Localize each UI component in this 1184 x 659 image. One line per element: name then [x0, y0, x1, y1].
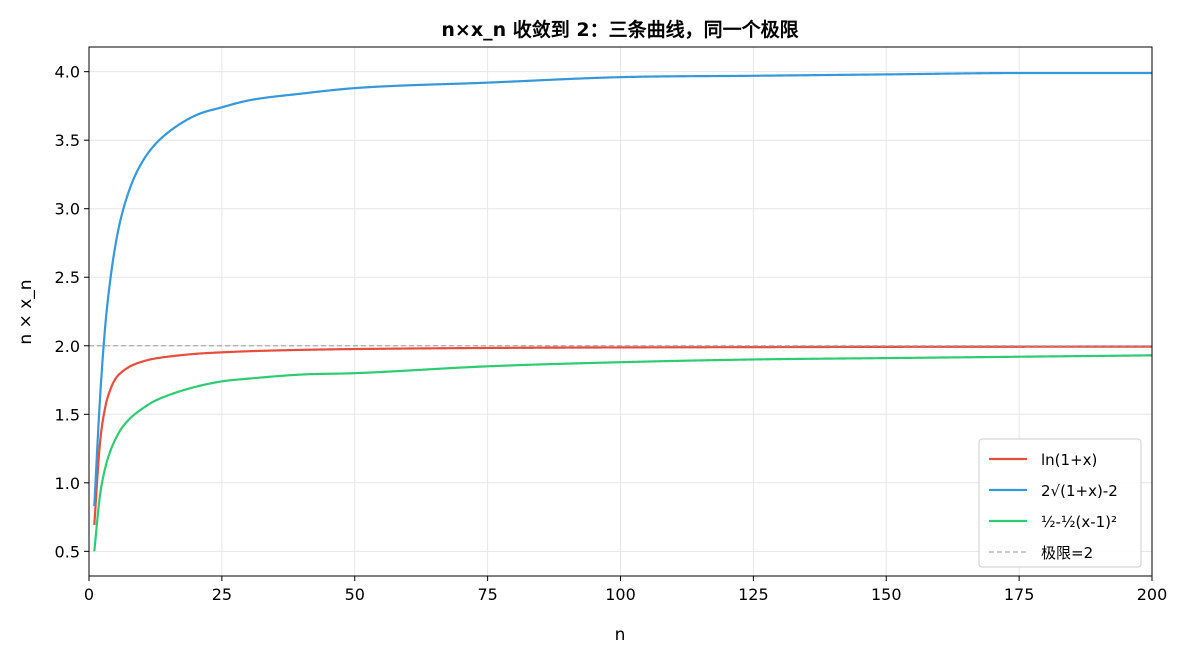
- x-tick-label: 175: [1004, 585, 1035, 604]
- chart-title: n×x_n 收敛到 2：三条曲线，同一个极限: [441, 18, 798, 41]
- series-lines: [89, 71, 1153, 552]
- legend-label: 2√(1+x)-2: [1041, 482, 1118, 500]
- y-tick-label: 2.0: [55, 337, 80, 356]
- y-tick-label: 2.5: [55, 268, 80, 287]
- y-tick-label: 1.0: [55, 474, 80, 493]
- legend-box: [978, 438, 1142, 568]
- x-tick-label: 75: [477, 585, 497, 604]
- x-tick-label: 0: [84, 585, 94, 604]
- x-axis-ticks: 0 25 50 75 100 125 150 175 200: [84, 576, 1167, 604]
- legend-label: ½-½(x-1)²: [1041, 513, 1117, 531]
- y-tick-label: 3.5: [55, 131, 80, 150]
- x-tick-label: 150: [871, 585, 902, 604]
- legend: ln(1+x) 2√(1+x)-2 ½-½(x-1)² 极限=2: [978, 438, 1142, 568]
- y-tick-label: 1.5: [55, 405, 80, 424]
- series-line-0: [93, 345, 1153, 525]
- x-tick-label: 25: [212, 585, 232, 604]
- x-tick-label: 50: [345, 585, 365, 604]
- x-axis-label: n: [615, 625, 626, 645]
- x-tick-label: 200: [1137, 585, 1168, 604]
- x-tick-label: 100: [605, 585, 636, 604]
- y-axis-ticks: 0.5 1.0 1.5 2.0 2.5 3.0 3.5 4.0: [55, 63, 89, 561]
- series-line-1: [93, 71, 1152, 507]
- legend-label: 极限=2: [1041, 544, 1093, 562]
- y-tick-label: 4.0: [55, 63, 80, 82]
- y-tick-label: 3.0: [55, 200, 80, 219]
- legend-label: ln(1+x): [1041, 451, 1097, 469]
- y-tick-label: 0.5: [55, 542, 80, 561]
- series-line-2: [93, 354, 1153, 552]
- y-axis-label: n × x_n: [16, 279, 36, 344]
- x-tick-label: 125: [738, 585, 769, 604]
